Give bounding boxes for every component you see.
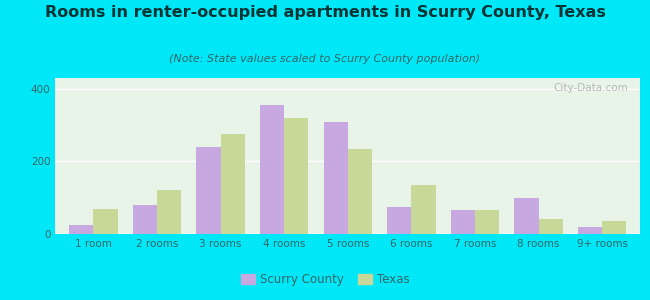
Bar [157, 190, 181, 234]
Text: Rooms in renter-occupied apartments in Scurry County, Texas: Rooms in renter-occupied apartments in S… [45, 4, 605, 20]
Legend: Scurry County, Texas: Scurry County, Texas [236, 269, 414, 291]
Text: (Note: State values scaled to Scurry County population): (Note: State values scaled to Scurry Cou… [170, 54, 480, 64]
Text: City-Data.com: City-Data.com [554, 83, 629, 93]
Bar [578, 227, 602, 234]
Bar [260, 105, 284, 234]
Bar [220, 134, 245, 234]
Bar [514, 198, 538, 234]
Bar [411, 185, 436, 234]
Bar [348, 149, 372, 234]
Bar [284, 118, 308, 234]
Bar [196, 147, 220, 234]
Bar [538, 220, 563, 234]
Bar [133, 205, 157, 234]
Bar [70, 225, 94, 234]
Bar [602, 221, 626, 234]
Bar [387, 207, 411, 234]
Bar [475, 210, 499, 234]
Bar [450, 210, 475, 234]
Bar [94, 208, 118, 234]
Bar [324, 122, 348, 234]
